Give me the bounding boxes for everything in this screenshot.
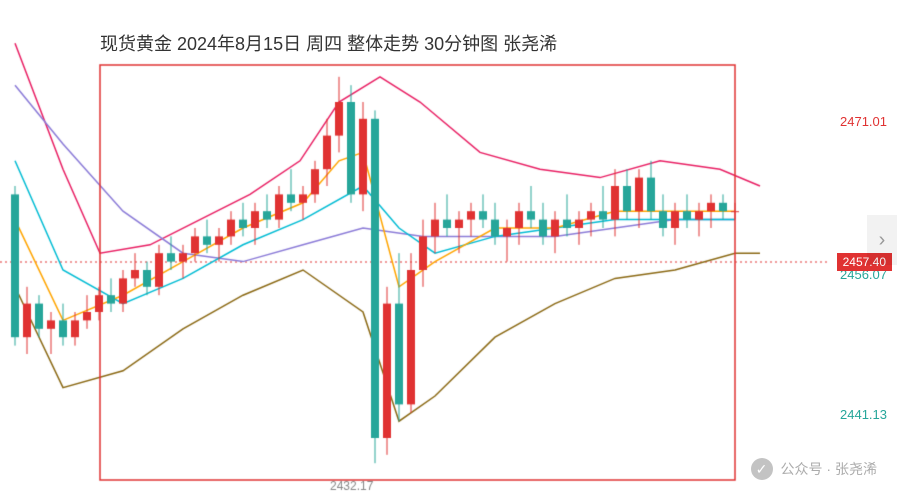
price-axis-label: 2471.01: [840, 114, 887, 129]
chevron-right-icon: ›: [879, 229, 886, 252]
watermark-text: 公众号 · 张尧浠: [781, 459, 877, 479]
candlestick-chart: [0, 0, 897, 500]
chart-title: 现货黄金 2024年8月15日 周四 整体走势 30分钟图 张尧浠: [100, 30, 557, 56]
expand-button[interactable]: ›: [867, 215, 897, 265]
wechat-icon: ✓: [751, 458, 773, 480]
watermark: ✓ 公众号 · 张尧浠: [751, 458, 877, 480]
price-axis-label: 2441.13: [840, 407, 887, 422]
